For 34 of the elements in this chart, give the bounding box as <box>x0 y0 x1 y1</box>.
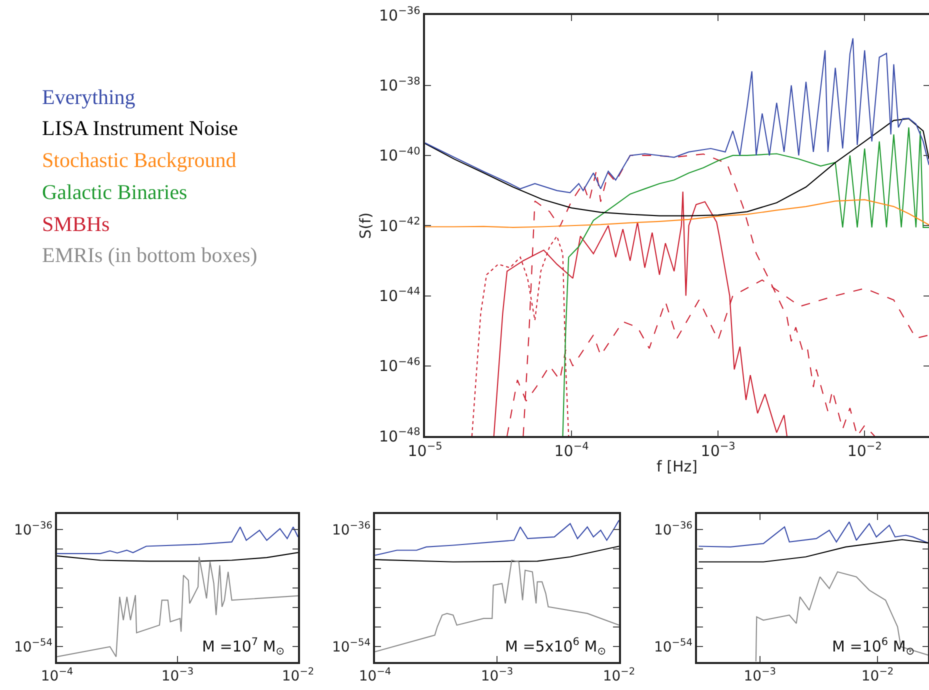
x-tick-label: 10$^{−4}$ <box>40 666 74 685</box>
text: EMRIs (in bottom boxes) <box>42 243 258 267</box>
y-tick-label: 10$^{−42}$ <box>379 216 420 235</box>
x-tick-label: 10$^{−4}$ <box>554 440 590 460</box>
x-tick-label: 10$^{−3}$ <box>161 666 194 685</box>
annotation: M =10$^{6}$ M$_{⊙}$ <box>832 636 915 658</box>
x-tick-label: 10$^{−2}$ <box>282 666 314 685</box>
x-tick-label: 10$^{−3}$ <box>700 440 736 460</box>
x-tick-label: 10$^{−3}$ <box>744 666 776 685</box>
x-tick-label: 10$^{−2}$ <box>602 666 636 685</box>
text: Everything <box>42 85 136 109</box>
annotation: M =5x10$^{6}$ M$_{⊙}$ <box>505 636 606 658</box>
y-tick-label: 10$^{−36}$ <box>379 5 421 24</box>
x-tick-label: 10$^{−2}$ <box>861 666 894 685</box>
x-tick-label: 10$^{−3}$ <box>480 666 514 685</box>
y-tick-label: 10$^{−36}$ <box>654 520 692 539</box>
x-tick-label: 10$^{−2}$ <box>847 440 882 460</box>
y-axis-title: S(f) <box>356 212 375 239</box>
y-tick-label: 10$^{−54}$ <box>654 637 692 656</box>
annotation: M =10$^{7}$ M$_{⊙}$ <box>202 636 285 658</box>
text: Galactic Binaries <box>42 180 188 204</box>
y-tick-label: 10$^{−54}$ <box>14 637 52 656</box>
y-tick-label: 10$^{−38}$ <box>379 75 420 95</box>
text: LISA Instrument Noise <box>42 116 238 140</box>
x-axis-title: f [Hz] <box>656 457 698 476</box>
y-tick-label: 10$^{−46}$ <box>379 356 421 376</box>
y-tick-label: 10$^{−44}$ <box>379 286 421 306</box>
y-tick-label: 10$^{−36}$ <box>332 520 370 539</box>
y-tick-label: 10$^{−36}$ <box>14 520 52 539</box>
y-tick-label: 10$^{−40}$ <box>379 145 420 165</box>
text: SMBHs <box>42 212 110 236</box>
y-tick-label: 10$^{−54}$ <box>332 637 370 656</box>
text: Stochastic Background <box>42 148 237 172</box>
x-tick-label: 10$^{−4}$ <box>358 666 392 685</box>
